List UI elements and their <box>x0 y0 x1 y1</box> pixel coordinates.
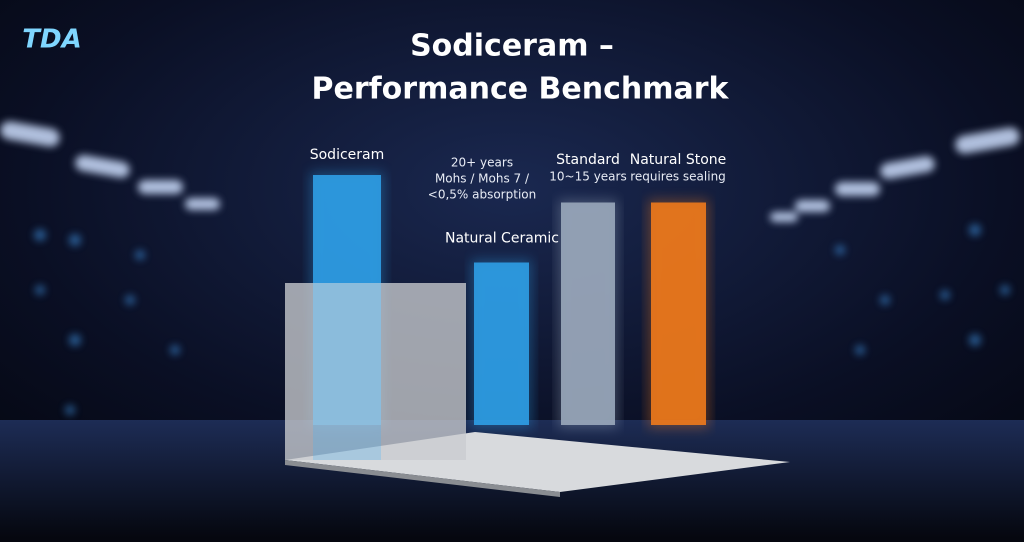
tile-edge <box>285 460 560 497</box>
server-dots <box>34 224 1010 415</box>
bar-overlay <box>313 283 381 460</box>
annotation: Mohs / Mohs 7 / <box>435 172 530 186</box>
annotation: 20+ years <box>451 156 513 170</box>
chart-title: Sodiceram – <box>410 29 614 64</box>
logo: TDA <box>22 25 81 55</box>
bar <box>474 262 529 425</box>
bar <box>651 202 706 425</box>
category-label: Standard <box>556 152 620 168</box>
annotation: 10~15 years <box>549 170 626 184</box>
bar <box>561 202 615 425</box>
annotation: <0,5% absorption <box>428 188 536 202</box>
category-label: Sodiceram <box>310 147 385 163</box>
category-label: Natural Stone <box>630 152 727 168</box>
tile-panel <box>285 283 466 460</box>
lights <box>0 121 1020 222</box>
annotation: requires sealing <box>630 170 726 184</box>
chart-subtitle: Performance Benchmark <box>312 72 730 107</box>
category-label: Natural Ceramic <box>445 231 559 247</box>
